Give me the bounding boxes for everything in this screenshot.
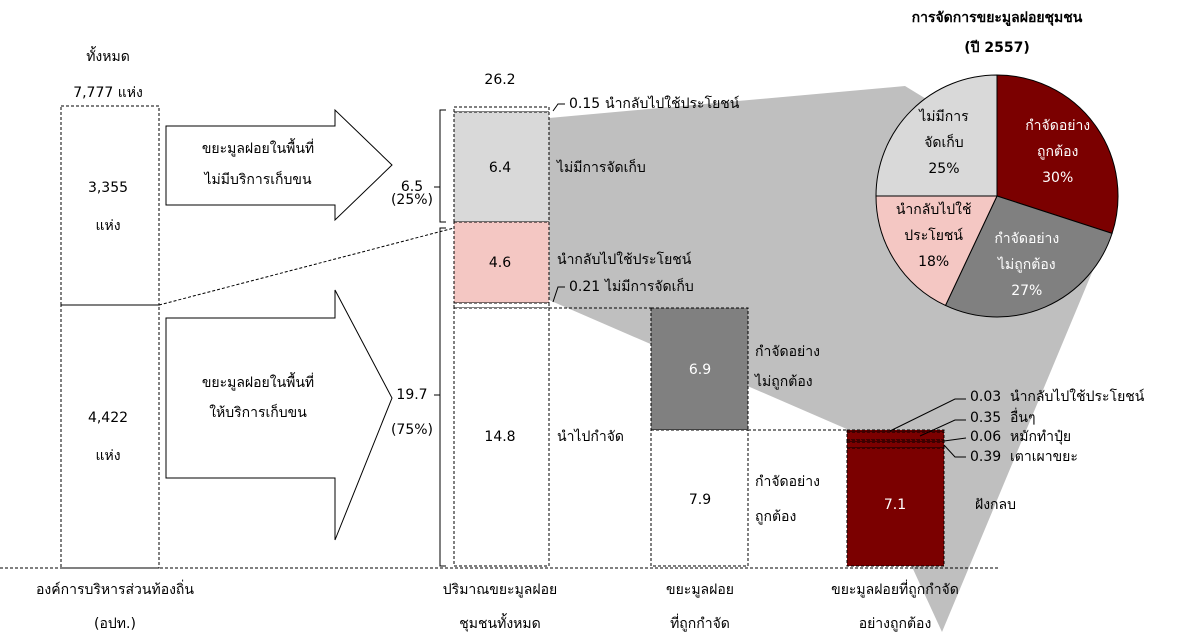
text: ปริมาณขยะมูลฝอย	[443, 582, 557, 598]
text: แห่ง	[95, 448, 120, 464]
segment	[846, 441, 945, 449]
pie-slice	[944, 195, 1113, 318]
text: หมักทำปุ๋ย	[1010, 429, 1071, 445]
segment	[453, 111, 550, 223]
text: 0.03	[970, 389, 1001, 405]
text: ขยะมูลฝอยในพื้นที่	[202, 138, 314, 157]
segment	[453, 106, 550, 113]
text: (อปท.)	[94, 616, 136, 632]
box	[60, 304, 160, 569]
slice-label: ประโยชน์	[904, 227, 963, 244]
text: ให้บริการเก็บขน	[209, 403, 307, 421]
leader	[552, 286, 565, 303]
text: กำจัดอย่าง	[755, 474, 820, 490]
text: 7.9	[689, 492, 711, 508]
segment	[846, 447, 945, 567]
text: 6.9	[689, 362, 711, 378]
connector	[158, 227, 455, 306]
text: 14.8	[484, 429, 515, 445]
text: กำจัดอย่าง	[755, 344, 820, 360]
chart-subtitle: (ปี 2557)	[964, 40, 1030, 56]
value-label: 30%	[1042, 170, 1073, 186]
text: 0.35	[970, 410, 1001, 426]
text: นำกลับไปใช้ประโยชน์	[605, 95, 740, 112]
text: 0.39	[970, 449, 1001, 465]
text: อื่นๆ	[1010, 408, 1036, 426]
text: นำกลับไปใช้ประโยชน์	[1010, 388, 1145, 405]
text: (75%)	[391, 422, 433, 438]
text: ทั้งหมด	[86, 46, 130, 65]
value-label: 18%	[918, 254, 949, 270]
slice-label: ไม่ถูกต้อง	[997, 256, 1056, 273]
slice-label: กำจัดอย่าง	[994, 231, 1059, 247]
text: 6.4	[489, 160, 511, 176]
text: ไม่มีบริการเก็บขน	[203, 170, 311, 188]
segment	[453, 302, 550, 309]
text: 7,777 แห่ง	[73, 85, 143, 101]
text: ฝังกลบ	[975, 497, 1016, 513]
text: 19.7	[396, 387, 427, 403]
text: 7.1	[884, 497, 906, 513]
text: 0.21	[569, 279, 600, 295]
value-label: 25%	[928, 161, 959, 177]
pie-slice	[996, 74, 1119, 235]
text: ถูกต้อง	[755, 509, 796, 525]
chart-title: การจัดการขยะมูลฝอยชุมชน	[912, 10, 1083, 26]
leader	[552, 103, 565, 112]
bracket	[434, 227, 446, 567]
segment	[650, 429, 749, 567]
text: 4,422	[88, 410, 128, 426]
text: ไม่ถูกต้อง	[754, 373, 813, 390]
text: 4.6	[489, 255, 511, 271]
slice-label: ถูกต้อง	[1037, 144, 1078, 160]
text: 0.06	[970, 429, 1001, 445]
segment	[453, 221, 550, 304]
bracket	[434, 109, 446, 223]
arrow	[165, 289, 393, 541]
text: อย่างถูกต้อง	[859, 616, 932, 632]
slice-label: นำกลับไปใช้	[896, 201, 972, 218]
box	[60, 105, 160, 306]
pie-slice	[875, 74, 998, 197]
text: 0.15	[569, 96, 600, 112]
text: 26.2	[484, 72, 515, 88]
text: 6.5	[401, 179, 423, 195]
text: องค์การบริหารส่วนท้องถิ่น	[36, 580, 194, 598]
text: ขยะมูลฝอยในพื้นที่	[202, 372, 314, 391]
text: ชุมชนทั้งหมด	[459, 613, 540, 632]
text: ขยะมูลฝอยที่ถูกกำจัด	[831, 580, 959, 598]
slice-label: จัดเก็บ	[924, 133, 963, 151]
text: ขยะมูลฝอย	[666, 582, 734, 598]
text: ไม่มีการจัดเก็บ	[604, 277, 694, 295]
text: 3,355	[88, 180, 128, 196]
text: เตาเผาขยะ	[1010, 449, 1078, 465]
text: ที่ถูกกำจัด	[670, 614, 730, 632]
leader	[889, 398, 967, 458]
text: (25%)	[391, 192, 433, 208]
text: นำกลับไปใช้ประโยชน์	[557, 251, 692, 268]
text: นำไปกำจัด	[557, 428, 624, 445]
segment	[846, 431, 945, 441]
segment	[453, 307, 550, 567]
text: ไม่มีการจัดเก็บ	[556, 158, 646, 176]
slice-label: ไม่มีการ	[918, 108, 969, 125]
slice-label: กำจัดอย่าง	[1025, 118, 1090, 134]
pie-slice	[875, 195, 998, 307]
arrow	[165, 108, 393, 222]
value-label: 27%	[1011, 283, 1042, 299]
text: แห่ง	[95, 218, 120, 234]
